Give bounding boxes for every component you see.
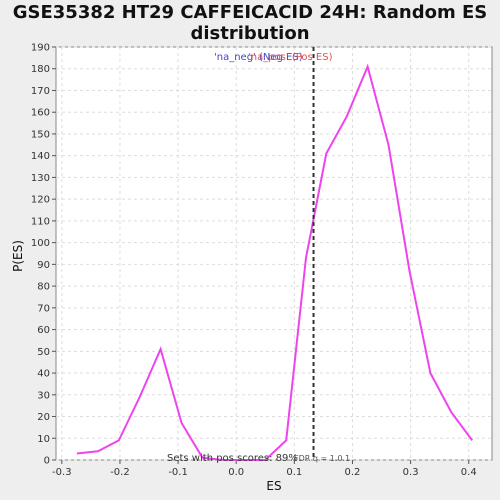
- x-tick-label: -0.1: [168, 467, 188, 478]
- y-tick-label: 40: [37, 369, 50, 380]
- x-tick-label: 0.3: [403, 467, 419, 478]
- y-tick-label: 160: [31, 108, 50, 119]
- y-tick-label: 190: [31, 43, 50, 54]
- y-tick-label: 140: [31, 151, 50, 162]
- y-tick-label: 100: [31, 238, 50, 249]
- plot-area: [55, 46, 493, 461]
- annotation-fdr: FDR q = 1.0.1: [294, 454, 350, 463]
- y-axis-ticks: 0 10 20 30 40 50 60 70 80 90 100 110 120 130 140 150 160…: [31, 43, 56, 467]
- y-tick-label: 150: [31, 129, 50, 140]
- chart-title: GSE35382 HT29 CAFFEICACID 24H: Random ES…: [0, 2, 500, 44]
- series-line-random-es: [76, 63, 474, 461]
- y-tick-label: 180: [31, 64, 50, 75]
- x-tick-label: 0.1: [286, 467, 302, 478]
- legend-neg-label: 'na_neg' (Neg ES): [214, 52, 303, 63]
- x-axis-ticks: -0.3 -0.2 -0.1 0.0 0.1 0.2 0.3 0.4: [52, 460, 477, 478]
- x-tick-label: -0.2: [110, 467, 130, 478]
- y-tick-label: 10: [37, 434, 50, 445]
- y-tick-label: 170: [31, 86, 50, 97]
- y-tick-label: 30: [37, 390, 50, 401]
- y-tick-label: 80: [37, 282, 50, 293]
- x-tick-label: 0.4: [461, 467, 477, 478]
- annotation-pos-scores: Sets with pos scores: 89%: [167, 453, 298, 464]
- y-tick-label: 70: [37, 303, 50, 314]
- x-tick-label: -0.3: [52, 467, 72, 478]
- y-tick-label: 120: [31, 195, 50, 206]
- y-tick-label: 110: [31, 216, 50, 227]
- grid-lines: [56, 46, 492, 461]
- y-tick-label: 20: [37, 412, 50, 423]
- chart-title-line-1: GSE35382 HT29 CAFFEICACID 24H: Random ES: [12, 2, 488, 23]
- y-tick-label: 90: [37, 260, 50, 271]
- y-tick-label: 0: [44, 456, 50, 467]
- y-tick-label: 60: [37, 325, 50, 336]
- x-tick-label: 0.0: [228, 467, 244, 478]
- series-group: [76, 63, 474, 461]
- y-axis-label: P(ES): [11, 240, 25, 272]
- legend-pos-label: 'na_pos' (Pos ES): [248, 52, 333, 63]
- chart-title-line-2: distribution: [190, 23, 310, 44]
- y-tick-label: 130: [31, 173, 50, 184]
- y-tick-label: 50: [37, 347, 50, 358]
- x-axis-label: ES: [266, 479, 281, 493]
- x-tick-label: 0.2: [345, 467, 361, 478]
